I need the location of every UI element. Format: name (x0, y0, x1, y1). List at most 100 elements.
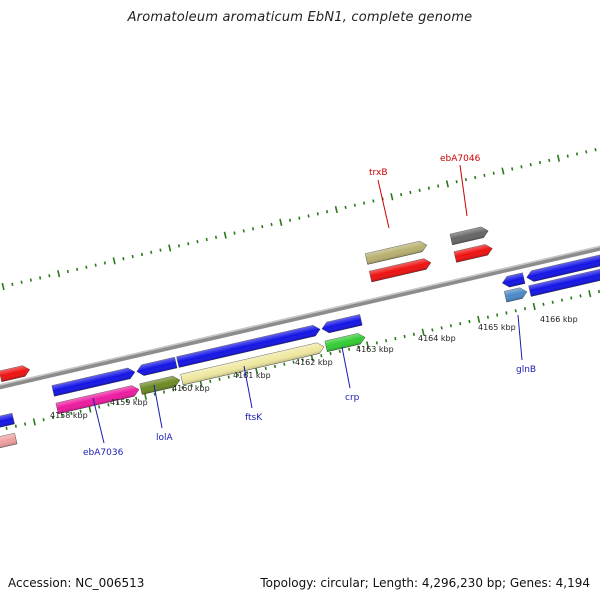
tick-mark (261, 225, 264, 229)
tick-mark (209, 379, 212, 383)
ebA7036-gene-label[interactable]: ebA7036 (83, 448, 124, 458)
scale-label: 4163 kbp (356, 345, 394, 354)
tick-mark (542, 302, 545, 307)
tick-mark (283, 362, 286, 366)
tick-mark (273, 364, 277, 368)
ftsK-gene-label[interactable]: ftsK (245, 413, 263, 423)
tick-mark (362, 201, 366, 205)
tick-mark (122, 257, 125, 261)
tick-mark (347, 347, 351, 351)
tick-mark (131, 254, 134, 259)
tick-mark (181, 386, 184, 390)
genome-backbone (0, 238, 600, 397)
tick-mark (403, 334, 406, 339)
trxB-gene-label[interactable]: trxB (369, 168, 388, 178)
tick-mark (190, 383, 193, 388)
glnB-leader-line (517, 314, 523, 361)
tick-mark (316, 212, 319, 216)
tick-mark (486, 315, 490, 319)
tick-mark (159, 248, 162, 252)
tick-mark (29, 278, 32, 282)
scale-label: 4158 kbp (50, 411, 88, 420)
tick-mark (449, 324, 453, 328)
tick-mark (143, 392, 148, 400)
tick-mark (242, 229, 245, 233)
tick-mark (125, 398, 129, 403)
tick-mark (205, 237, 208, 242)
tick-mark (218, 377, 221, 381)
outer-tick-track (1, 148, 597, 291)
tick-mark (412, 332, 416, 336)
tick-mark (70, 411, 73, 416)
tick-mark (492, 171, 495, 175)
tick-mark (23, 422, 27, 426)
tick-mark (329, 351, 332, 356)
tick-mark (474, 175, 477, 180)
tick-mark (520, 165, 523, 169)
glnB-gene-label[interactable]: glnB (516, 365, 536, 375)
ebA7036-leader-line (92, 397, 105, 444)
tick-mark (227, 375, 230, 379)
tick-mark (264, 366, 267, 371)
tick-mark (394, 336, 397, 341)
tick-mark (575, 152, 579, 156)
genome-summary: Topology: circular; Length: 4,296,230 bp… (260, 576, 590, 590)
tick-mark (372, 199, 375, 203)
tick-mark (375, 341, 378, 345)
inner-tick-track (5, 289, 600, 430)
trxB-leader-line (377, 179, 390, 229)
tick-mark (1, 282, 5, 291)
ebA7046-leader-line (459, 164, 468, 217)
lolA-gene-label[interactable]: lolA (156, 433, 174, 443)
ftsK-leader-line (243, 365, 253, 409)
tick-mark (187, 242, 190, 246)
tick-mark (61, 413, 64, 418)
tick-mark (140, 252, 144, 257)
tick-mark (79, 409, 82, 413)
tick-mark (162, 390, 166, 394)
tick-mark (338, 349, 341, 354)
scale-label: 4166 kbp (540, 315, 578, 324)
tick-mark (514, 309, 517, 313)
tick-mark (298, 216, 301, 220)
tick-mark (11, 282, 14, 286)
tick-mark (588, 290, 592, 298)
scale-label: 4161 kbp (233, 371, 271, 380)
tick-mark (288, 218, 292, 222)
tick-mark (464, 177, 468, 182)
tick-mark (511, 167, 514, 171)
tick-mark (538, 160, 542, 165)
tick-mark (196, 239, 199, 244)
accession-label: Accession: NC_006513 (8, 576, 145, 590)
tick-mark (477, 315, 481, 323)
tick-mark (57, 270, 61, 278)
tick-mark (48, 274, 51, 278)
tick-mark (292, 360, 295, 364)
tick-mark (85, 265, 88, 269)
tick-mark (418, 188, 421, 192)
tick-mark (440, 326, 443, 330)
genome-title: Aromatoleum aromaticum EbN1, complete ge… (127, 10, 473, 25)
tick-mark (325, 210, 329, 214)
tick-mark (42, 418, 45, 422)
tick-mark (112, 257, 116, 265)
tick-mark (301, 358, 304, 362)
tick-mark (103, 261, 107, 265)
tick-mark (548, 158, 551, 163)
tick-mark (384, 339, 388, 343)
tick-mark (116, 401, 119, 405)
tick-mark (353, 203, 356, 207)
ebA7046-gene-label[interactable]: ebA7046 (440, 154, 481, 164)
tick-mark (199, 379, 203, 388)
tick-mark (532, 302, 536, 311)
tick-mark (523, 307, 527, 311)
tick-mark (270, 222, 273, 227)
tick-mark (32, 418, 36, 426)
scale-label: 4159 kbp (110, 398, 148, 407)
lolA-leader-line (153, 384, 163, 429)
crp-gene-label[interactable]: crp (345, 393, 360, 403)
scale-label: 4160 kbp (172, 384, 210, 393)
tick-mark (307, 214, 310, 218)
tick-mark (39, 276, 42, 280)
